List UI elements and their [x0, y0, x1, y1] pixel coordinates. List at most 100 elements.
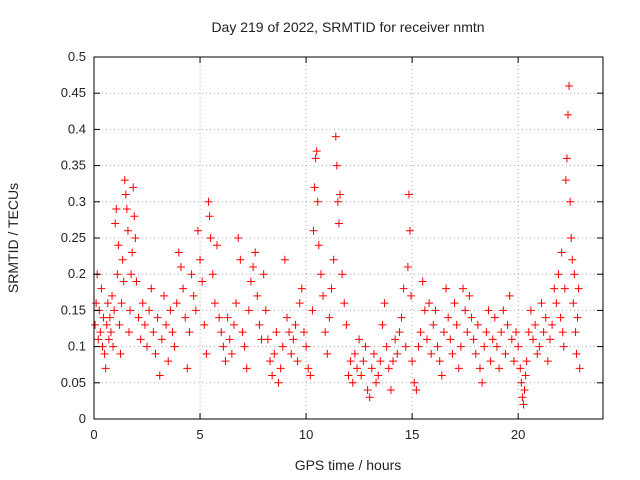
data-point — [401, 342, 410, 351]
data-point — [246, 277, 255, 286]
data-point — [225, 335, 234, 344]
y-tick-label: 0.35 — [61, 158, 86, 173]
data-point — [444, 313, 453, 322]
data-point — [272, 328, 281, 337]
data-point — [321, 328, 330, 337]
data-point — [497, 328, 506, 337]
data-point — [202, 349, 211, 358]
data-point — [382, 342, 391, 351]
data-point — [278, 342, 287, 351]
data-point — [503, 320, 512, 329]
data-point — [128, 248, 137, 257]
y-tick-label: 0.45 — [61, 85, 86, 100]
data-point — [550, 284, 559, 293]
x-axis-title: GPS time / hours — [295, 457, 402, 473]
data-point — [97, 284, 106, 293]
data-point — [562, 154, 571, 163]
data-point — [164, 357, 173, 366]
data-point — [94, 335, 103, 344]
data-point — [334, 219, 343, 228]
data-point — [117, 299, 126, 308]
data-point — [311, 154, 320, 163]
data-point — [355, 335, 364, 344]
data-point — [206, 234, 215, 242]
data-point — [531, 320, 540, 329]
data-point — [185, 328, 194, 337]
data-point — [157, 335, 166, 344]
data-point — [535, 342, 544, 351]
data-point — [456, 342, 465, 351]
data-point — [109, 342, 118, 351]
data-point — [346, 357, 355, 366]
data-point — [389, 357, 398, 366]
data-point — [376, 357, 385, 366]
data-point — [374, 371, 383, 380]
data-point — [416, 328, 425, 337]
data-point — [308, 306, 317, 315]
data-point — [499, 306, 508, 315]
data-point — [266, 357, 275, 366]
data-point — [475, 364, 484, 373]
y-tick-label: 0.15 — [61, 302, 86, 317]
data-point — [564, 110, 573, 119]
data-point — [412, 386, 421, 395]
data-point — [114, 241, 123, 250]
data-point — [200, 320, 209, 329]
x-tick-label: 5 — [196, 427, 203, 442]
data-point — [437, 371, 446, 380]
data-point — [319, 291, 328, 300]
data-point — [372, 378, 381, 387]
data-point — [232, 299, 241, 308]
axis-ticks: 0 0.05 0.1 0.15 0.2 0.25 0.3 0.35 0.4 0.45 0.5 0 5 10… — [61, 49, 603, 442]
data-point — [407, 291, 416, 300]
data-point — [168, 328, 177, 337]
data-point — [427, 349, 436, 358]
data-point — [299, 328, 308, 337]
data-point — [529, 335, 538, 344]
data-point — [189, 291, 198, 300]
data-point — [446, 335, 455, 344]
data-point — [102, 320, 111, 329]
data-point — [572, 349, 581, 358]
data-point — [514, 342, 523, 351]
data-point — [96, 328, 105, 337]
data-point — [567, 234, 576, 242]
data-point — [488, 335, 497, 344]
data-point — [293, 357, 302, 366]
data-point — [425, 299, 434, 308]
data-point — [325, 313, 334, 322]
data-point — [134, 313, 143, 322]
data-point — [380, 299, 389, 308]
data-point — [131, 234, 140, 242]
data-point — [541, 313, 550, 322]
data-point — [431, 306, 440, 315]
y-tick-label: 0 — [79, 411, 86, 426]
data-point — [459, 284, 468, 293]
data-point — [126, 306, 135, 315]
data-point — [244, 306, 253, 315]
data-point — [153, 313, 162, 322]
data-point — [518, 393, 527, 402]
data-point — [556, 313, 565, 322]
data-point — [573, 313, 582, 322]
data-point — [115, 320, 124, 329]
data-point — [327, 284, 336, 293]
data-point — [524, 328, 533, 337]
data-point — [251, 248, 260, 257]
data-point — [162, 320, 171, 329]
data-point — [196, 255, 205, 264]
data-point — [149, 328, 158, 337]
data-point — [522, 357, 531, 366]
data-point — [91, 320, 100, 329]
data-point — [111, 219, 120, 228]
data-point — [367, 364, 376, 373]
data-point — [418, 277, 427, 286]
data-point — [119, 277, 128, 286]
data-point — [408, 357, 417, 366]
data-point — [561, 176, 570, 185]
data-point — [306, 371, 315, 380]
data-point — [297, 284, 306, 293]
data-point — [391, 335, 400, 344]
data-point — [129, 183, 138, 192]
data-point — [312, 147, 321, 156]
